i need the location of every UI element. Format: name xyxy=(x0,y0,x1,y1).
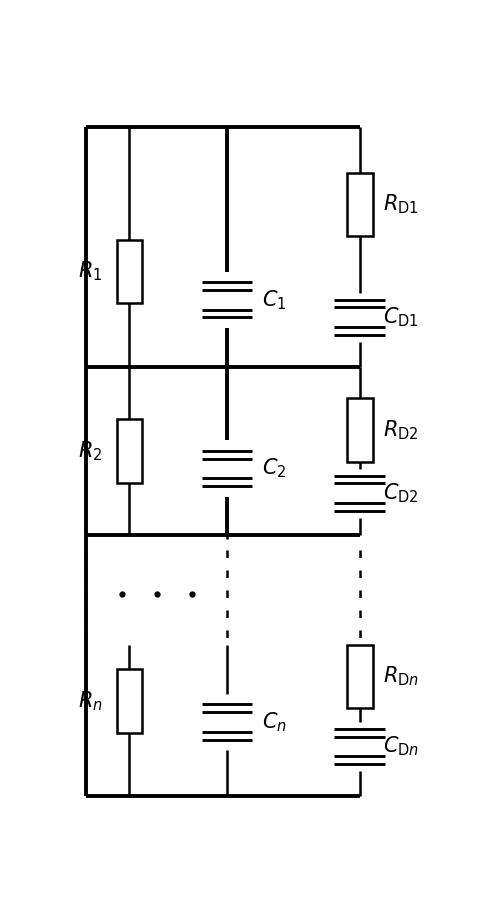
Bar xyxy=(117,420,142,483)
Text: $R_{\mathrm{D}n}$: $R_{\mathrm{D}n}$ xyxy=(384,664,419,688)
Text: $R_1$: $R_1$ xyxy=(78,260,102,283)
Text: $C_{\mathrm{D}n}$: $C_{\mathrm{D}n}$ xyxy=(384,735,419,759)
Text: $R_n$: $R_n$ xyxy=(78,689,103,713)
Text: $R_{\mathrm{D}1}$: $R_{\mathrm{D}1}$ xyxy=(384,193,419,217)
Bar xyxy=(117,669,142,732)
Text: $R_{\mathrm{D}2}$: $R_{\mathrm{D}2}$ xyxy=(384,418,419,441)
Text: $C_1$: $C_1$ xyxy=(262,288,287,312)
Text: $C_{\mathrm{D}1}$: $C_{\mathrm{D}1}$ xyxy=(384,305,419,329)
Text: $C_2$: $C_2$ xyxy=(262,457,287,481)
Text: $C_n$: $C_n$ xyxy=(262,710,287,734)
Text: $R_2$: $R_2$ xyxy=(78,440,102,462)
Bar xyxy=(347,644,372,707)
Bar xyxy=(347,399,372,462)
Text: $C_{\mathrm{D}2}$: $C_{\mathrm{D}2}$ xyxy=(384,482,419,505)
Bar xyxy=(347,173,372,237)
Bar xyxy=(117,239,142,303)
